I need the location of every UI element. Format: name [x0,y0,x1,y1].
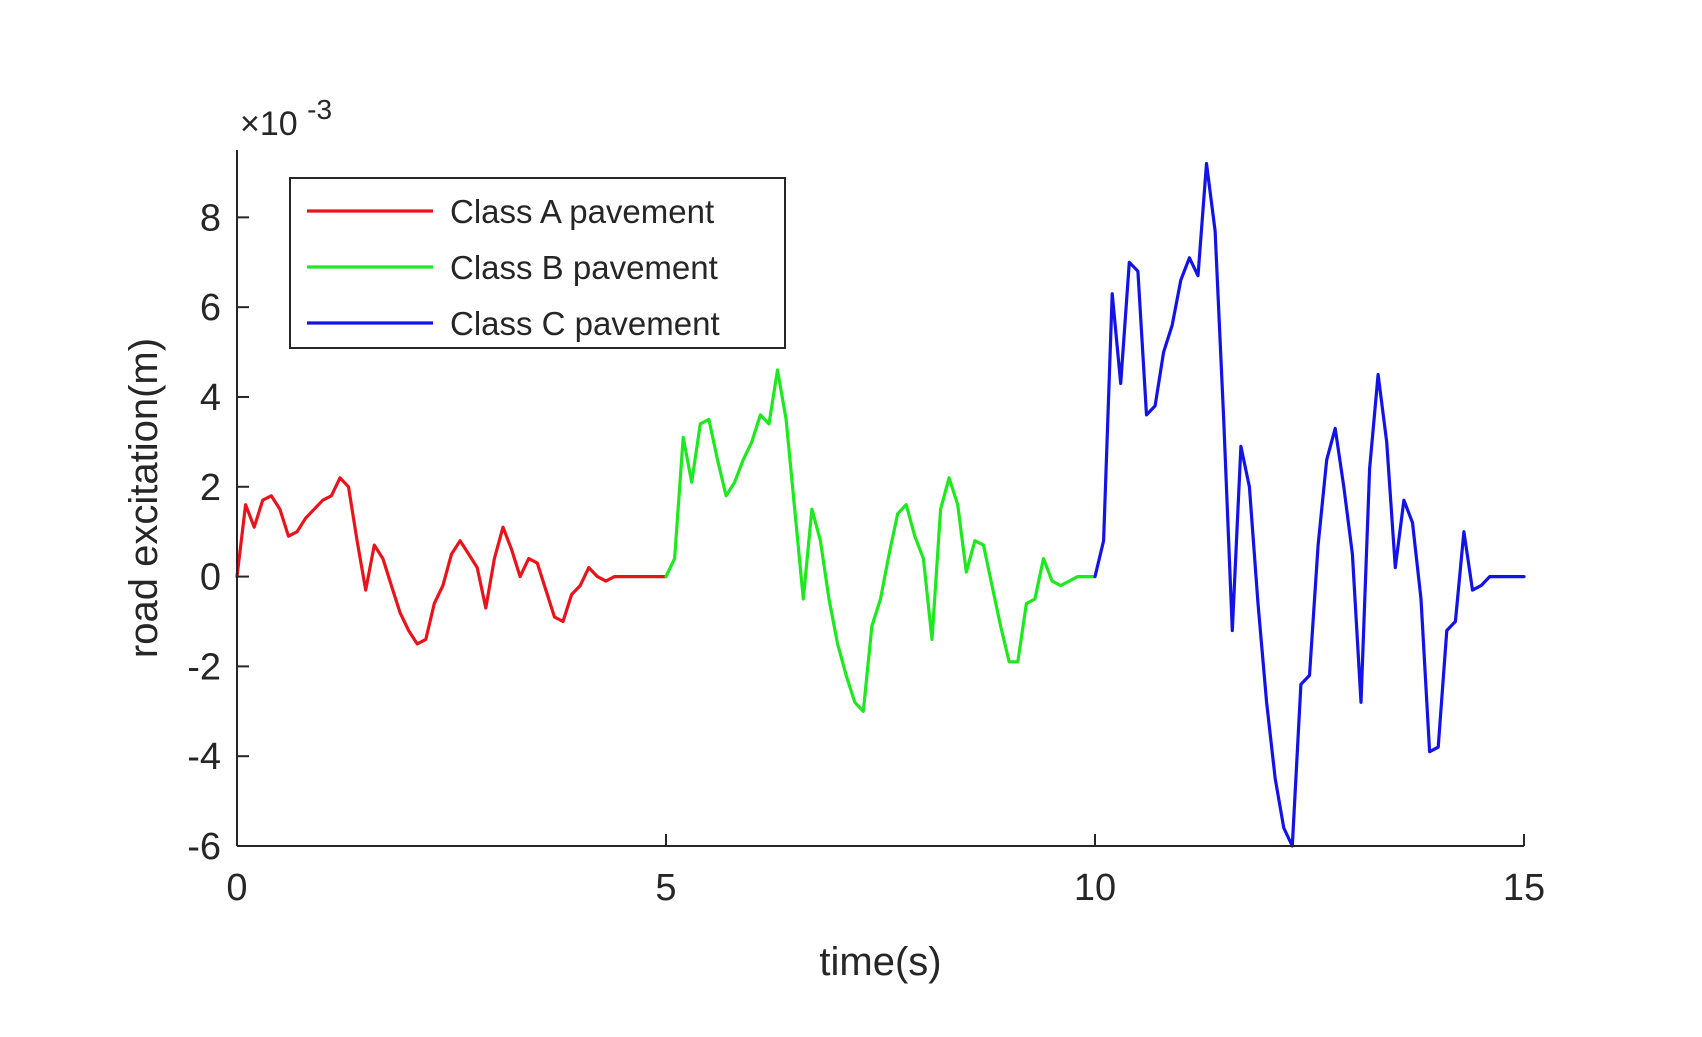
legend-entry-label: Class C pavement [450,305,720,342]
y-tick-label: -4 [187,736,221,778]
legend-entry-label: Class A pavement [450,193,714,230]
series-line-b [664,368,1097,713]
y-scale-base: ×10 [240,105,298,143]
axes-layer [236,150,1525,847]
x-tick-labels: 0 5 10 15 [226,867,1545,909]
legend-entry-label: Class B pavement [450,249,718,286]
x-tick-label: 5 [655,867,676,909]
x-axis-label: time(s) [819,940,941,984]
x-tick-label: 15 [1503,867,1545,909]
legend: Class A pavement Class B pavement Class C … [289,177,786,349]
legend-box [289,177,786,349]
x-tick-label: 10 [1074,867,1116,909]
y-tick-label: 0 [200,557,221,599]
y-tick-label: 8 [200,197,221,239]
x-tick-label: 0 [226,867,247,909]
series-layer [235,161,1526,848]
series-line-a [235,476,668,646]
y-tick-label: -6 [187,826,221,868]
y-tick-label: 6 [200,287,221,329]
y-scale-exponent: -3 [307,94,332,125]
y-scale-multiplier: ×10 -3 [240,94,332,143]
y-axis-label: road excitation(m) [122,338,166,658]
y-tick-labels: -6 -4 -2 0 2 4 6 8 [187,197,221,868]
series-line-c [1093,161,1526,848]
y-tick-label: 4 [200,377,221,419]
y-tick-label: 2 [200,467,221,509]
y-tick-label: -2 [187,646,221,688]
